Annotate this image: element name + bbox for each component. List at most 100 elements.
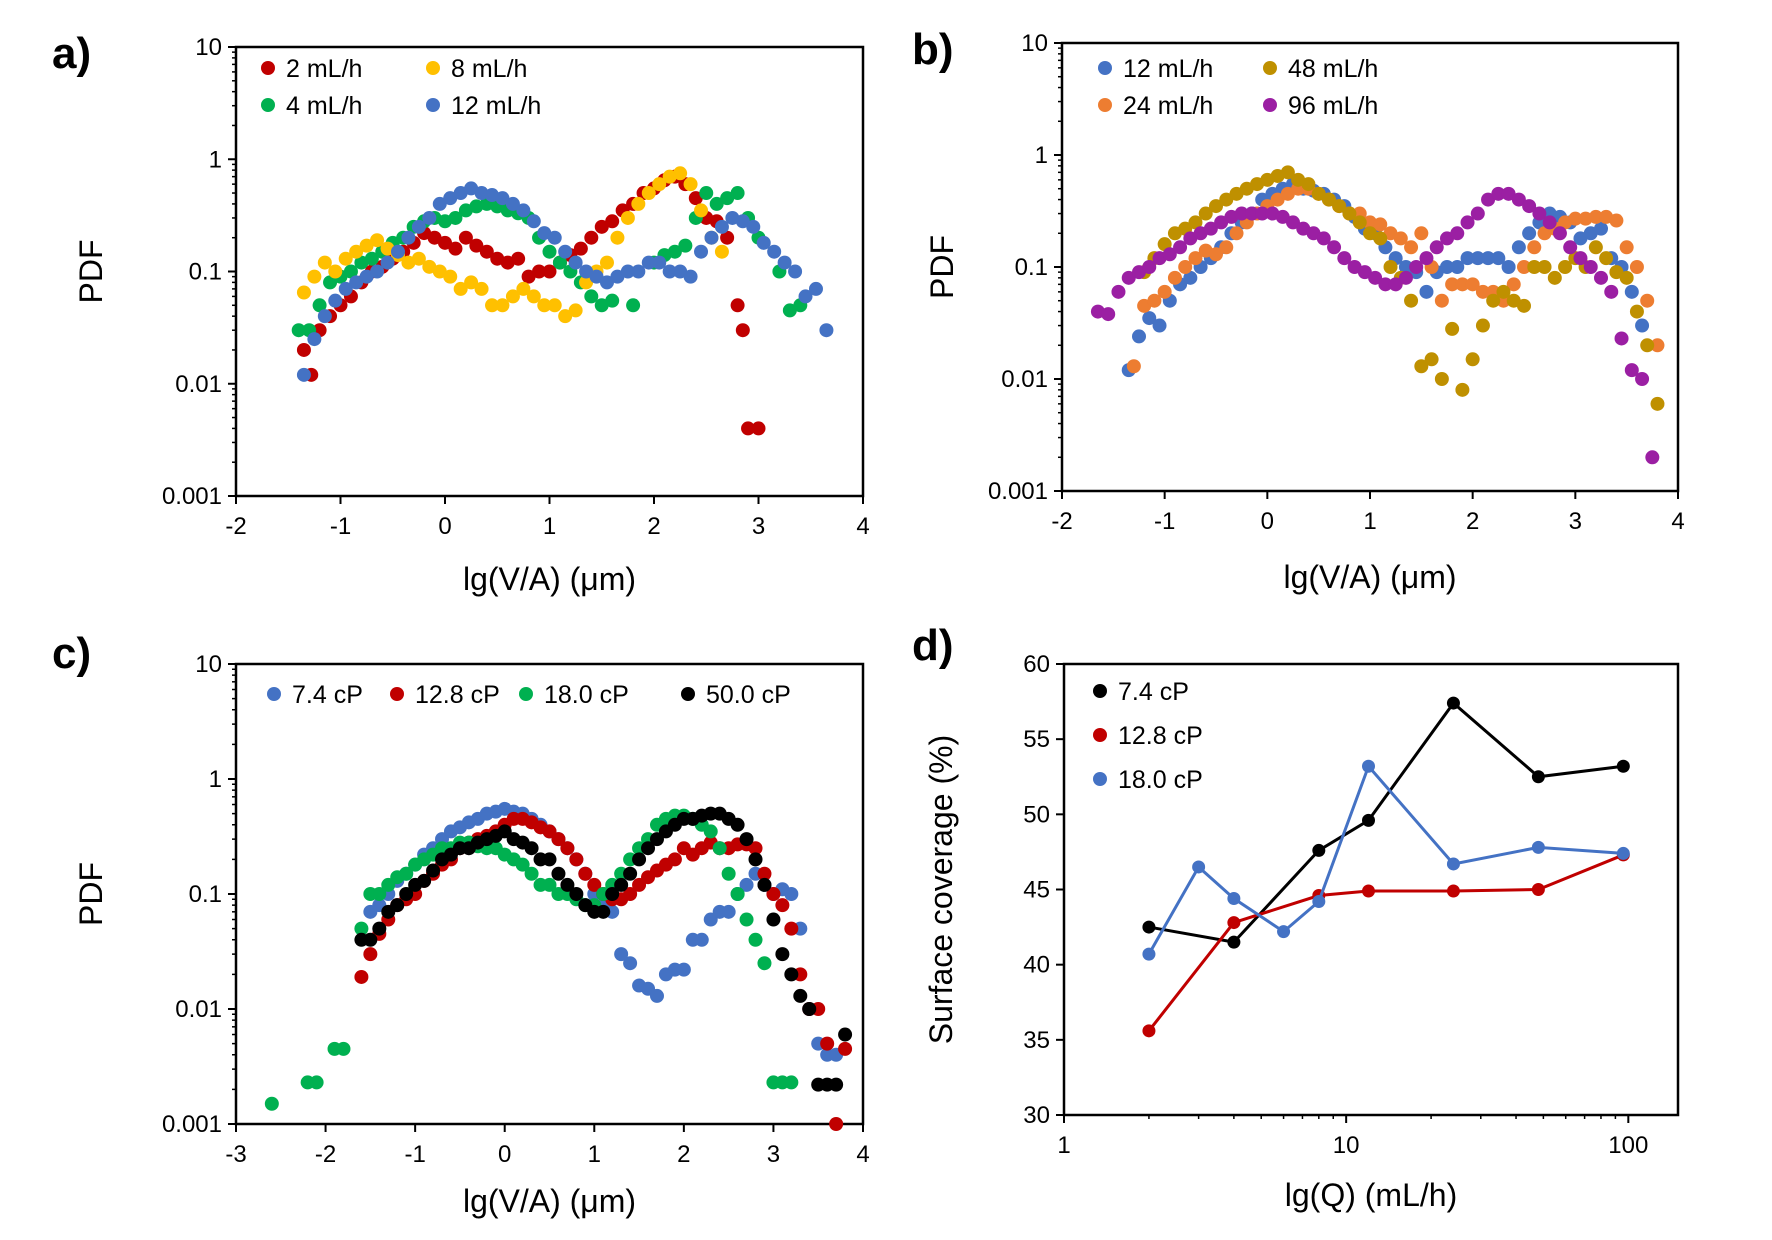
data-point — [1312, 895, 1326, 909]
data-point — [614, 947, 629, 962]
y-tick-label: 0.1 — [189, 881, 222, 908]
data-point — [775, 898, 790, 913]
data-point — [551, 866, 566, 881]
data-point — [1373, 231, 1388, 246]
x-tick-label: 4 — [856, 513, 869, 540]
data-point — [264, 1096, 279, 1111]
data-point — [1227, 892, 1241, 906]
data-point — [359, 238, 374, 253]
data-point — [495, 298, 510, 313]
data-point — [1604, 284, 1619, 299]
y-axis-title: PDF — [924, 235, 960, 299]
data-point — [505, 196, 520, 211]
legend-marker — [426, 98, 440, 112]
x-tick-label: -3 — [225, 1141, 246, 1168]
data-point — [516, 281, 531, 296]
data-point — [1481, 251, 1496, 266]
data-point — [1316, 231, 1331, 246]
data-point — [1568, 211, 1583, 226]
y-tick-label: 60 — [1023, 651, 1050, 678]
data-point — [631, 264, 646, 279]
y-tick-label: 35 — [1023, 1027, 1050, 1054]
data-point — [1491, 251, 1506, 266]
y-tick-label: 10 — [195, 651, 222, 678]
data-point — [1624, 363, 1639, 378]
data-point — [730, 817, 745, 832]
data-point — [1650, 338, 1665, 353]
data-point — [422, 259, 437, 274]
data-point — [1465, 352, 1480, 367]
data-point — [1286, 215, 1300, 230]
data-point — [1419, 251, 1434, 266]
y-tick-label: 10 — [1021, 30, 1048, 57]
x-tick-label: 100 — [1608, 1132, 1648, 1159]
data-point — [1465, 277, 1480, 292]
data-point — [1244, 206, 1259, 221]
series-96-ml-h — [1090, 186, 1660, 465]
data-point — [1424, 352, 1439, 367]
data-point — [558, 309, 573, 324]
data-point — [432, 264, 447, 279]
series-7-4-cp — [363, 801, 844, 1062]
legend-label: 12 mL/h — [451, 92, 541, 120]
data-point — [1162, 247, 1177, 262]
data-point — [1481, 192, 1496, 207]
data-point — [1446, 696, 1460, 710]
data-point — [683, 177, 698, 192]
data-point — [1470, 206, 1485, 221]
panel-c: 0.001 0.01 0.1 1 10 -3 -2 -1 0 1 2 3 4 lg(V/A) (μm) PD… — [52, 629, 870, 1219]
data-point — [709, 196, 724, 211]
data-point — [579, 275, 594, 290]
data-point — [296, 285, 311, 300]
data-point — [756, 235, 771, 250]
data-point — [422, 210, 437, 225]
data-point — [537, 226, 552, 241]
data-point — [453, 186, 468, 201]
data-point — [432, 196, 447, 211]
data-point — [838, 1027, 853, 1042]
data-point — [417, 873, 432, 888]
legend-label: 50.0 cP — [706, 681, 791, 709]
data-point — [578, 866, 593, 881]
data-point — [569, 852, 584, 867]
legend-label: 7.4 cP — [292, 681, 363, 709]
data-point — [748, 932, 763, 947]
y-axis-title: Surface coverage (%) — [923, 735, 959, 1044]
data-point — [1227, 935, 1241, 949]
data-point — [1460, 215, 1475, 230]
data-point — [1361, 884, 1375, 898]
legend-label: 48 mL/h — [1288, 55, 1378, 83]
x-tick-label: 3 — [767, 1141, 780, 1168]
data-point — [1624, 284, 1639, 299]
data-point — [1434, 372, 1449, 386]
data-point — [359, 269, 374, 284]
data-point — [1229, 226, 1244, 241]
data-point — [1619, 240, 1634, 255]
data-point — [1357, 265, 1372, 280]
data-point — [610, 230, 625, 245]
data-point — [739, 912, 754, 927]
data-point — [721, 866, 736, 881]
x-tick-label: -1 — [404, 1141, 425, 1168]
data-point — [808, 281, 823, 296]
data-point — [1393, 231, 1408, 246]
legend-marker — [519, 687, 533, 701]
x-tick-label: 2 — [677, 1141, 690, 1168]
data-point — [829, 1077, 844, 1092]
data-point — [620, 264, 635, 279]
legend-marker — [1093, 684, 1107, 698]
data-point — [620, 210, 635, 225]
panel-a: 0.001 0.01 0.1 1 10 -2 -1 0 1 2 3 4 lg(V/A) (μm) PDF a… — [52, 29, 870, 597]
data-point — [673, 166, 688, 181]
data-point — [757, 866, 772, 881]
panel-b: 0.001 0.01 0.1 1 10 -2 -1 0 1 2 3 4 lg(V/A) (μm) PDF b… — [912, 25, 1685, 595]
x-tick-label: 3 — [752, 513, 765, 540]
data-point — [579, 264, 594, 279]
data-point — [735, 323, 750, 338]
data-point — [599, 255, 614, 270]
series-12-8-cp — [1142, 848, 1630, 1038]
data-point — [1198, 206, 1213, 221]
data-point — [370, 233, 385, 248]
data-point — [568, 255, 583, 270]
